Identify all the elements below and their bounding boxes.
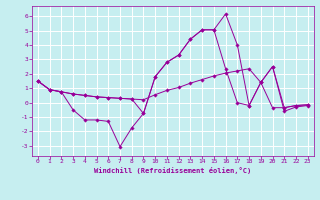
X-axis label: Windchill (Refroidissement éolien,°C): Windchill (Refroidissement éolien,°C) <box>94 167 252 174</box>
